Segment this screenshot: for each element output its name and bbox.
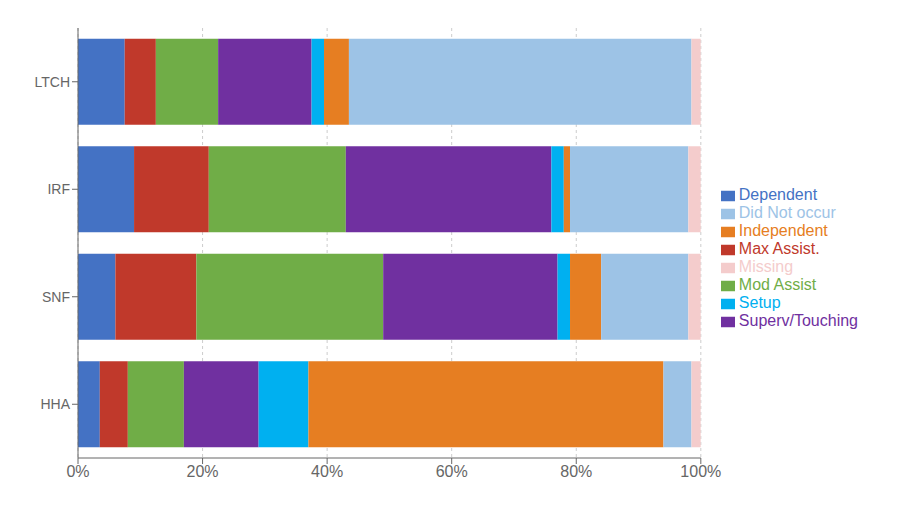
svg-text:0%: 0% [66, 463, 89, 480]
html-text:Max Assist.: Max Assist. [738, 240, 820, 257]
html-text:Mod Assist: Mod Assist [738, 276, 817, 293]
svg-text:100%: 100% [680, 463, 721, 480]
svg-text:40%: 40% [311, 463, 343, 480]
html-text:Missing: Missing [738, 258, 793, 275]
html-text:Setup: Setup [738, 294, 781, 311]
svg-text:80%: 80% [560, 463, 592, 480]
svg-text:HHA: HHA [40, 396, 70, 412]
html-text:Dependent: Dependent [738, 186, 818, 203]
html-text:Superv/Touching: Superv/Touching [738, 312, 858, 329]
svg-text:20%: 20% [187, 463, 219, 480]
html-text:Independent: Independent [738, 222, 828, 239]
html-text:Did Not occur: Did Not occur [738, 204, 836, 221]
svg-text:60%: 60% [436, 463, 468, 480]
svg-text:IRF: IRF [47, 181, 70, 197]
svg-text:SNF: SNF [42, 289, 70, 305]
svg-text:LTCH: LTCH [34, 74, 70, 90]
